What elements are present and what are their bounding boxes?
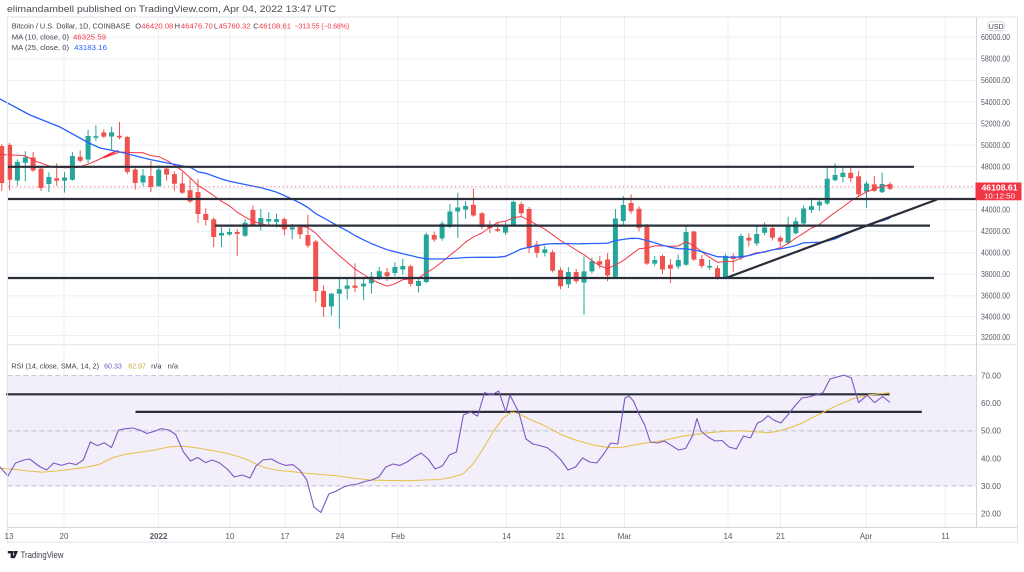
svg-text:MA (25, close, 0): MA (25, close, 0) bbox=[12, 43, 70, 52]
svg-text:48000.00: 48000.00 bbox=[981, 162, 1010, 171]
svg-text:70.00: 70.00 bbox=[981, 371, 1002, 380]
svg-text:10: 10 bbox=[226, 532, 235, 541]
svg-text:60.33: 60.33 bbox=[104, 361, 122, 370]
svg-text:O: O bbox=[135, 21, 141, 30]
svg-text:50.00: 50.00 bbox=[981, 427, 1002, 436]
svg-text:36000.00: 36000.00 bbox=[981, 292, 1010, 301]
svg-text:Mar: Mar bbox=[618, 532, 632, 541]
svg-text:54000.00: 54000.00 bbox=[981, 98, 1010, 107]
svg-text:46476.70: 46476.70 bbox=[181, 21, 213, 30]
svg-text:TradingView: TradingView bbox=[21, 550, 64, 561]
svg-text:60.00: 60.00 bbox=[981, 399, 1002, 408]
svg-text:13: 13 bbox=[5, 532, 14, 541]
svg-text:32000.00: 32000.00 bbox=[981, 333, 1010, 342]
svg-text:34000.00: 34000.00 bbox=[981, 312, 1010, 321]
svg-text:43183.16: 43183.16 bbox=[74, 43, 107, 52]
svg-text:Feb: Feb bbox=[391, 532, 405, 541]
svg-text:elimandambell published on Tra: elimandambell published on TradingView.c… bbox=[7, 4, 337, 14]
svg-text:RSI (14, close, SMA, 14, 2): RSI (14, close, SMA, 14, 2) bbox=[11, 361, 99, 370]
svg-text:46325.59: 46325.59 bbox=[73, 33, 106, 42]
svg-text:USD: USD bbox=[989, 24, 1004, 31]
svg-text:44000.00: 44000.00 bbox=[981, 206, 1010, 215]
svg-text:40000.00: 40000.00 bbox=[981, 249, 1010, 258]
svg-text:52000.00: 52000.00 bbox=[981, 119, 1010, 128]
svg-text:38000.00: 38000.00 bbox=[981, 270, 1010, 279]
svg-text:Bitcoin / U.S. Dollar, 1D, COI: Bitcoin / U.S. Dollar, 1D, COINBASE bbox=[12, 21, 131, 30]
svg-text:C: C bbox=[253, 21, 259, 30]
svg-text:62.97: 62.97 bbox=[128, 361, 146, 370]
svg-text:L: L bbox=[214, 21, 218, 30]
svg-text:2022: 2022 bbox=[150, 532, 168, 541]
svg-text:20.00: 20.00 bbox=[981, 510, 1002, 519]
svg-text:20: 20 bbox=[60, 532, 69, 541]
svg-text:46108.61: 46108.61 bbox=[259, 21, 291, 30]
svg-text:40.00: 40.00 bbox=[981, 454, 1002, 463]
svg-text:60000.00: 60000.00 bbox=[981, 33, 1010, 42]
svg-text:MA (10, close, 0): MA (10, close, 0) bbox=[12, 33, 70, 42]
svg-text:10:12:50: 10:12:50 bbox=[984, 191, 1015, 200]
svg-text:21: 21 bbox=[556, 532, 565, 541]
svg-text:n/a: n/a bbox=[151, 361, 162, 370]
svg-text:n/a: n/a bbox=[168, 361, 179, 370]
svg-text:14: 14 bbox=[502, 532, 511, 541]
svg-text:30.00: 30.00 bbox=[981, 482, 1002, 491]
svg-text:11: 11 bbox=[941, 532, 950, 541]
svg-text:14: 14 bbox=[724, 532, 733, 541]
svg-text:50000.00: 50000.00 bbox=[981, 141, 1010, 150]
svg-text:46420.08: 46420.08 bbox=[141, 21, 173, 30]
svg-text:42000.00: 42000.00 bbox=[981, 227, 1010, 236]
svg-text:46108.61: 46108.61 bbox=[982, 183, 1019, 192]
svg-text:−313.55 (−0.68%): −313.55 (−0.68%) bbox=[295, 21, 350, 30]
svg-text:56000.00: 56000.00 bbox=[981, 76, 1010, 85]
svg-text:17: 17 bbox=[281, 532, 290, 541]
svg-text:Apr: Apr bbox=[860, 532, 873, 541]
svg-text:21: 21 bbox=[776, 532, 785, 541]
svg-text:H: H bbox=[175, 21, 180, 30]
svg-text:45760.32: 45760.32 bbox=[219, 21, 251, 30]
svg-text:24: 24 bbox=[336, 532, 345, 541]
svg-text:58000.00: 58000.00 bbox=[981, 55, 1010, 64]
